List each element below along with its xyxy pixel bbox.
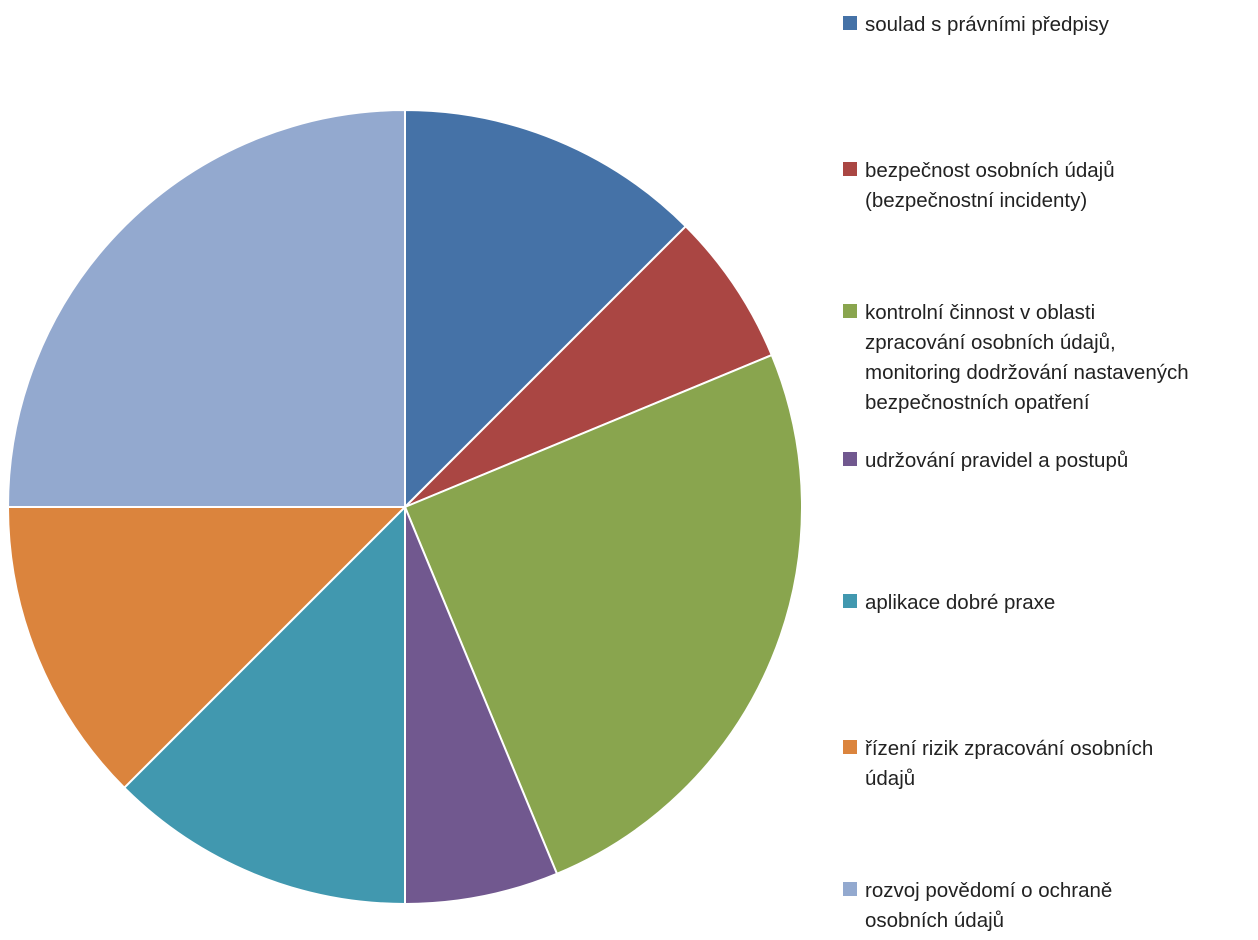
pie-slice-1 <box>404 109 687 508</box>
legend-swatch <box>843 594 857 608</box>
legend-label: bezpečnost osobních údajů (bezpečnostní … <box>865 156 1255 216</box>
legend-swatch <box>843 452 857 466</box>
pie-chart <box>7 109 803 905</box>
legend-label-line: monitoring dodržování nastavených <box>865 361 1189 384</box>
pie-slice-2 <box>404 225 773 508</box>
legend-label-line: kontrolní činnost v oblasti <box>865 301 1096 324</box>
legend-label-line: řízení rizik zpracování osobních <box>865 737 1154 760</box>
legend-label-line: (bezpečnostní incidenty) <box>865 189 1088 212</box>
pie-chart-area <box>7 109 803 905</box>
legend-swatch <box>843 882 857 896</box>
legend-swatch <box>843 740 857 754</box>
legend-label-line: udržování pravidel a postupů <box>865 449 1129 472</box>
legend-label-line: aplikace dobré praxe <box>865 591 1056 614</box>
legend-label: aplikace dobré praxe <box>865 588 1255 618</box>
chart-legend: soulad s právními předpisy bezpečnost os… <box>843 0 1258 940</box>
legend-label-line: bezpečnostních opatření <box>865 391 1090 414</box>
legend-label-line: rozvoj povědomí o ochraně <box>865 879 1113 902</box>
legend-label: rozvoj povědomí o ochraně osobních údajů <box>865 876 1255 936</box>
legend-label-line: soulad s právními předpisy <box>865 13 1109 36</box>
pie-slice-5 <box>123 506 406 905</box>
pie-slice-6 <box>7 506 406 789</box>
legend-swatch <box>843 304 857 318</box>
legend-label: soulad s právními předpisy <box>865 10 1255 40</box>
legend-label-line: osobních údajů <box>865 909 1005 932</box>
legend-swatch <box>843 16 857 30</box>
legend-label-line: bezpečnost osobních údajů <box>865 159 1115 182</box>
legend-label: udržování pravidel a postupů <box>865 446 1255 476</box>
legend-label-line: údajů <box>865 767 916 790</box>
legend-label: kontrolní činnost v oblasti zpracování o… <box>865 298 1255 418</box>
pie-slice-4 <box>404 506 558 905</box>
legend-label: řízení rizik zpracování osobních údajů <box>865 734 1255 794</box>
legend-swatch <box>843 162 857 176</box>
pie-slice-7 <box>7 109 406 508</box>
legend-label-line: zpracování osobních údajů, <box>865 331 1116 354</box>
